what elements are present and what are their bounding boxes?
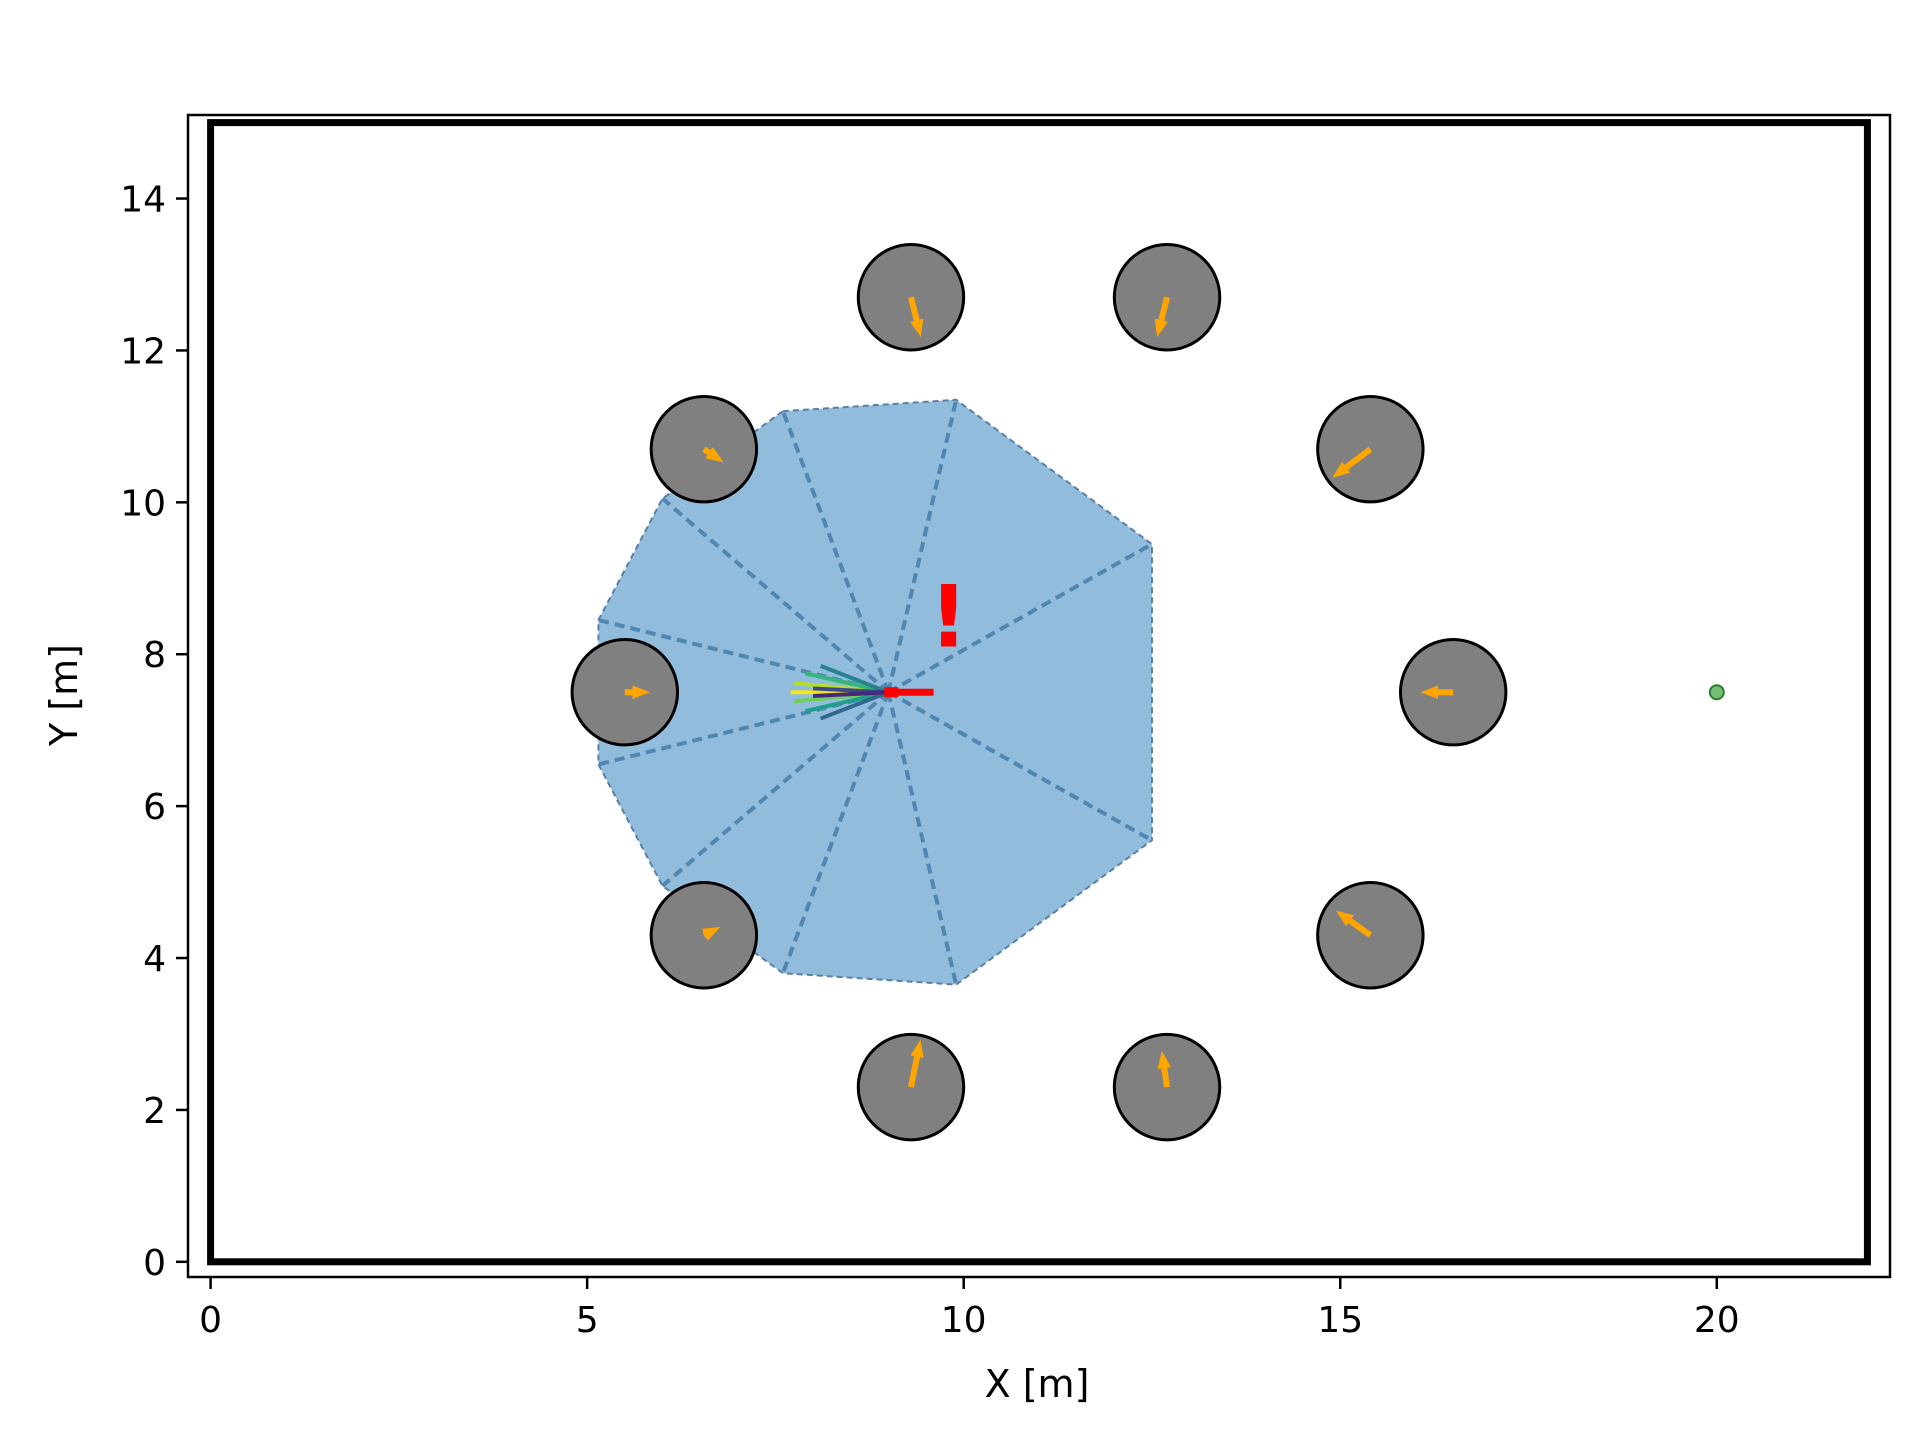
velocity-sample-arrow	[805, 671, 889, 695]
x-axis: 0 5 10 15 20	[199, 1277, 1740, 1341]
velocity-sample-arrow	[805, 690, 889, 713]
lidar-beam	[886, 691, 959, 986]
goal-marker	[1708, 684, 1725, 701]
axes-frame	[186, 113, 1892, 1279]
lidar-beam	[887, 542, 1153, 694]
obstacle-velocity-arrowhead	[910, 318, 924, 338]
y-tick-label: 4	[143, 939, 166, 980]
obstacle-velocity-arrowhead	[1154, 318, 1168, 338]
y-tick-label: 2	[143, 1091, 166, 1132]
x-tick-label: 0	[199, 1300, 222, 1341]
velocity-sample-arrow	[819, 663, 890, 695]
lidar-beam	[781, 410, 891, 693]
lidar-beam	[661, 497, 890, 694]
lidar-beam	[886, 399, 959, 693]
obstacle-velocity-arrowhead	[1332, 461, 1351, 478]
y-tick-label: 14	[120, 180, 166, 221]
x-tick-label: 20	[1694, 1300, 1740, 1341]
lidar-beam	[661, 690, 890, 888]
obstacle-circle	[649, 881, 759, 990]
room-boundary	[207, 119, 1871, 1266]
lidar-beam	[781, 691, 891, 974]
obstacle-velocity-arrowhead	[1420, 685, 1438, 699]
lidar-beam	[887, 690, 1153, 843]
obstacle-velocity-arrowhead	[910, 1039, 924, 1059]
obstacle-velocity-arrowhead	[1335, 910, 1354, 927]
velocity-sample-arrow	[812, 690, 889, 698]
y-axis-label: Y [m]	[42, 644, 86, 747]
obstacle-velocity-arrowhead	[701, 926, 721, 941]
obstacle-circle	[1316, 881, 1425, 990]
x-tick-label: 15	[1317, 1300, 1363, 1341]
x-axis-label: X [m]	[985, 1362, 1090, 1406]
y-tick-label: 12	[120, 331, 166, 372]
robot-marker	[884, 687, 899, 698]
alert-marker: !	[929, 568, 968, 668]
y-tick-label: 10	[120, 483, 166, 524]
velocity-sample-arrow	[819, 690, 890, 721]
obstacle-velocity-arrowhead	[632, 685, 650, 699]
y-tick-label: 0	[143, 1243, 166, 1284]
y-tick-label: 6	[143, 787, 166, 828]
obstacle-velocity-arrowhead	[705, 446, 724, 463]
y-tick-label: 8	[143, 635, 166, 676]
y-axis: 0 2 4 6 8 10 12 14	[120, 180, 188, 1284]
plot-area: !	[186, 113, 1892, 1279]
obstacle-velocity-arrowhead	[1157, 1050, 1171, 1070]
x-tick-label: 10	[941, 1300, 987, 1341]
x-tick-label: 5	[576, 1300, 599, 1341]
